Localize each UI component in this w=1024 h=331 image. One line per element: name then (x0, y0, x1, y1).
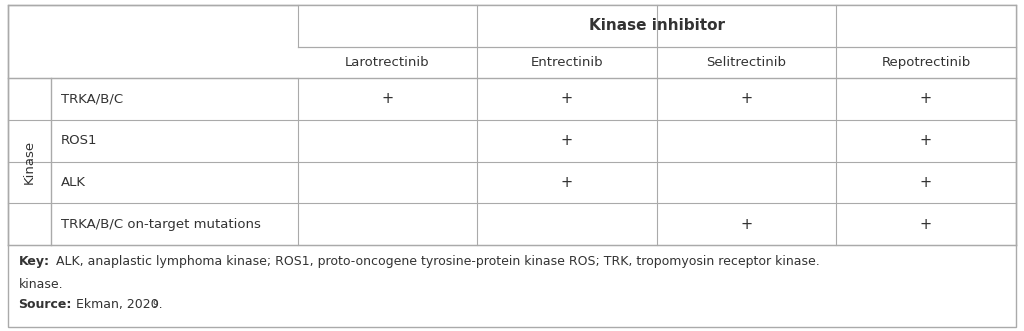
Text: 9: 9 (153, 300, 159, 308)
Bar (298, 5, 1016, 47)
Text: +: + (740, 91, 753, 107)
Bar (298, 47, 477, 78)
Bar (477, 47, 656, 78)
Text: +: + (561, 91, 573, 107)
Text: Selitrectinib: Selitrectinib (707, 56, 786, 69)
Text: ALK: ALK (60, 176, 86, 189)
Text: +: + (920, 175, 932, 190)
Text: +: + (381, 91, 393, 107)
Text: kinase.: kinase. (18, 278, 63, 291)
Text: Kinase inhibitor: Kinase inhibitor (589, 19, 725, 33)
Text: TRKA/B/C: TRKA/B/C (60, 92, 123, 106)
Text: +: + (920, 91, 932, 107)
Text: +: + (920, 133, 932, 148)
Text: Ekman, 2020.: Ekman, 2020. (72, 298, 163, 311)
Text: +: + (920, 216, 932, 232)
Text: ROS1: ROS1 (60, 134, 97, 147)
Text: Kinase: Kinase (23, 139, 36, 184)
Text: TRKA/B/C on-target mutations: TRKA/B/C on-target mutations (60, 217, 261, 231)
Text: Repotrectinib: Repotrectinib (882, 56, 971, 69)
Text: Entrectinib: Entrectinib (530, 56, 603, 69)
Text: Key:: Key: (18, 255, 49, 268)
Text: ALK, anaplastic lymphoma kinase; ROS1, proto-oncogene tyrosine-protein kinase RO: ALK, anaplastic lymphoma kinase; ROS1, p… (52, 255, 820, 268)
Text: +: + (740, 216, 753, 232)
Text: Larotrectinib: Larotrectinib (345, 56, 430, 69)
Text: +: + (561, 175, 573, 190)
Text: +: + (561, 133, 573, 148)
Text: Source:: Source: (18, 298, 72, 311)
Bar (837, 47, 1016, 78)
Bar (656, 47, 837, 78)
